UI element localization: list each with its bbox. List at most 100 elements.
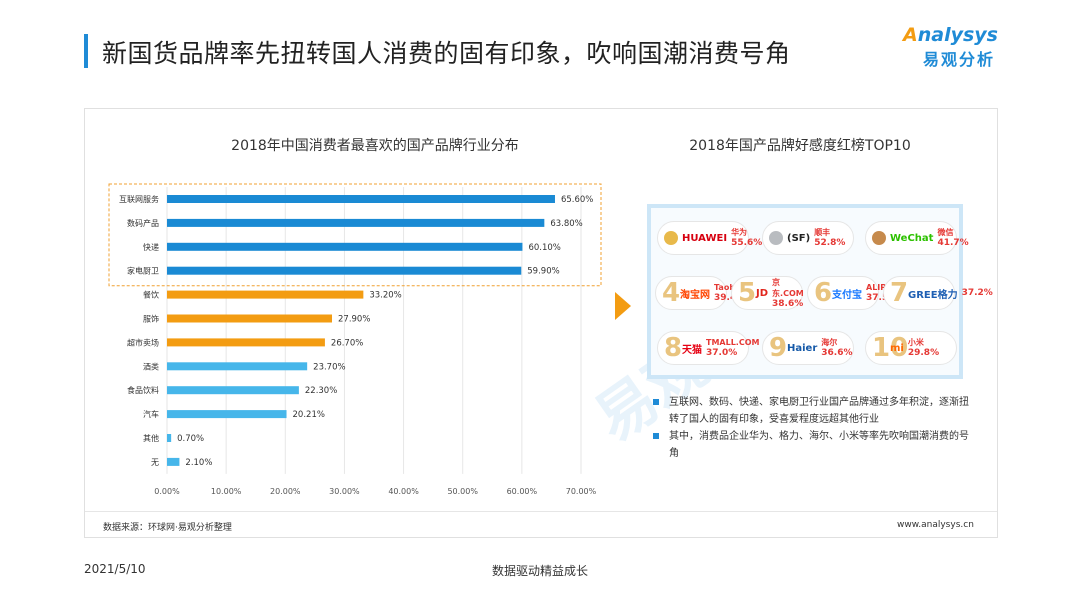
x-tick-label: 30.00% bbox=[329, 487, 360, 496]
bar bbox=[167, 290, 364, 299]
note-item: 互联网、数码、快递、家电厨卫行业国产品牌通过多年积淀，逐渐扭转了国人的固有印象，… bbox=[651, 394, 971, 428]
rank-number: 10 bbox=[872, 333, 909, 363]
bar bbox=[167, 314, 333, 323]
data-label: 33.20% bbox=[369, 291, 401, 301]
brand-percent: 52.8% bbox=[814, 238, 846, 248]
footer-date: 2021/5/10 bbox=[84, 562, 146, 576]
brand-percent: 36.6% bbox=[821, 348, 853, 358]
bar bbox=[167, 242, 523, 251]
brand-percent: 37.5% bbox=[866, 293, 898, 303]
medal-icon bbox=[769, 231, 783, 245]
brand-percent: 29.8% bbox=[907, 348, 940, 358]
rank-number: 8 bbox=[664, 333, 683, 363]
data-source: 数据来源：环球网·易观分析整理 bbox=[103, 523, 232, 533]
brand-name: 京东.COM bbox=[772, 277, 804, 298]
data-label: 22.30% bbox=[305, 386, 337, 396]
rank-number: 4 bbox=[662, 278, 681, 308]
note-text: 互联网、数码、快递、家电厨卫行业国产品牌通过多年积淀，逐渐扭转了国人的固有印象，… bbox=[669, 397, 969, 425]
category-label: 互联网服务 bbox=[119, 194, 159, 204]
rank-number: 6 bbox=[814, 278, 833, 308]
brand-percent: 41.7% bbox=[937, 238, 969, 248]
brand-percent: 55.6% bbox=[731, 238, 763, 248]
rank-number: 9 bbox=[769, 333, 788, 363]
brand-card: 9 Haier 海尔 36.6% bbox=[762, 331, 854, 365]
bar-chart: 0.00% 10.00% 20.00% 30.00% 40.00% 50.00% 60.00… bbox=[108, 183, 602, 496]
note-text: 其中，消费品企业华为、格力、海尔、小米等率先吹响国潮消费的号角 bbox=[669, 431, 969, 459]
brand-percent: 38.6% bbox=[772, 298, 804, 309]
brand-name: 小米 bbox=[907, 338, 924, 347]
bar bbox=[167, 434, 172, 442]
brand-card: 10 mi 小米 29.8% bbox=[865, 331, 957, 365]
brand-ranking-box: HUAWEI 华为 55.6% (SF) 顺丰 52.8% WeChat 微信 41.7% 4 淘宝… bbox=[647, 204, 993, 379]
category-label: 其他 bbox=[143, 433, 159, 443]
category-label: 食品饮料 bbox=[127, 385, 159, 395]
brand-logo: HUAWEI bbox=[682, 232, 728, 244]
x-tick-label: 0.00% bbox=[154, 487, 180, 496]
brand-text: TMALL.COM 37.0% bbox=[706, 337, 759, 359]
brand-percent: 37.0% bbox=[706, 348, 738, 358]
bar bbox=[167, 410, 287, 419]
bar bbox=[167, 266, 522, 275]
brand-percent: 39.4% bbox=[714, 293, 746, 303]
brand-logo: (SF) bbox=[787, 232, 811, 244]
brand-logo: JD bbox=[756, 287, 769, 299]
data-label: 60.10% bbox=[528, 243, 560, 253]
brand-card: 5 JD 京东.COM 38.6% bbox=[731, 276, 804, 310]
brand-logo: 淘宝网 bbox=[680, 289, 710, 301]
category-label: 服饰 bbox=[143, 314, 159, 324]
data-label: 65.60% bbox=[561, 195, 593, 205]
notes: 互联网、数码、快递、家电厨卫行业国产品牌通过多年积淀，逐渐扭转了国人的固有印象，… bbox=[651, 394, 971, 462]
brand-text: 京东.COM 38.6% bbox=[772, 277, 804, 310]
brand-logo: Haier bbox=[787, 342, 818, 354]
brand-percent: 37.2% bbox=[961, 287, 993, 298]
logo-letter-a: A bbox=[903, 24, 918, 46]
logo-chinese: 易观分析 bbox=[923, 50, 996, 69]
brand-name: 华为 bbox=[731, 228, 748, 237]
data-label: 27.90% bbox=[338, 315, 370, 325]
logo-wordmark: nalysys bbox=[917, 24, 998, 46]
analysys-logo: Analysys 易观分析 bbox=[903, 24, 1013, 76]
brand-card: WeChat 微信 41.7% bbox=[865, 221, 969, 255]
data-label: 20.21% bbox=[293, 410, 325, 420]
source-divider bbox=[85, 511, 997, 512]
brand-text: 华为 55.6% bbox=[731, 227, 762, 249]
rank-number: 7 bbox=[890, 278, 909, 308]
brand-name: 顺丰 bbox=[814, 228, 831, 237]
brand-card: HUAWEI 华为 55.6% bbox=[657, 221, 762, 255]
brand-text: ALIPAY 37.5% bbox=[866, 282, 897, 304]
bar bbox=[167, 362, 308, 371]
brand-card: 6 支付宝 ALIPAY 37.5% bbox=[807, 276, 897, 310]
brand-name: TMALL.COM bbox=[706, 338, 760, 347]
data-label: 2.10% bbox=[185, 458, 212, 468]
data-label: 26.70% bbox=[331, 338, 363, 348]
website-link[interactable]: www.analysys.cn bbox=[897, 520, 974, 530]
bar bbox=[167, 195, 555, 203]
category-label: 超市卖场 bbox=[127, 337, 159, 347]
title-accent-bar bbox=[84, 34, 88, 68]
brand-text: 海尔 36.6% bbox=[821, 337, 852, 359]
chart-title: 2018年中国消费者最喜欢的国产品牌行业分布 bbox=[231, 138, 519, 154]
note-item: 其中，消费品企业华为、格力、海尔、小米等率先吹响国潮消费的号角 bbox=[651, 428, 971, 462]
category-label: 汽车 bbox=[143, 409, 159, 419]
data-label: 59.90% bbox=[527, 267, 559, 277]
brand-name: 微信 bbox=[937, 228, 954, 237]
brand-logo: 天猫 bbox=[682, 344, 702, 356]
brand-name: 海尔 bbox=[821, 338, 838, 347]
x-tick-label: 60.00% bbox=[507, 487, 538, 496]
x-tick-label: 70.00% bbox=[566, 487, 597, 496]
brand-card: 8 天猫 TMALL.COM 37.0% bbox=[657, 331, 759, 365]
bar bbox=[167, 338, 325, 347]
bar bbox=[167, 386, 299, 395]
bullet-square-icon bbox=[653, 433, 659, 439]
content-panel: 易观分 2018年中国消费者最喜欢的国产品牌行业分布 2018年国产品牌好感度红… bbox=[84, 108, 998, 538]
rank-number: 5 bbox=[738, 278, 757, 308]
page-title: 新国货品牌率先扭转国人消费的固有印象，吹响国潮消费号角 bbox=[102, 39, 791, 68]
bullet-square-icon bbox=[653, 399, 659, 405]
brand-logo: GREE格力 bbox=[908, 289, 958, 301]
brand-text: 37.2% bbox=[962, 288, 993, 299]
x-tick-label: 20.00% bbox=[270, 487, 301, 496]
category-label: 餐饮 bbox=[143, 290, 159, 300]
x-tick-label: 40.00% bbox=[388, 487, 419, 496]
brand-logo: WeChat bbox=[890, 232, 934, 244]
